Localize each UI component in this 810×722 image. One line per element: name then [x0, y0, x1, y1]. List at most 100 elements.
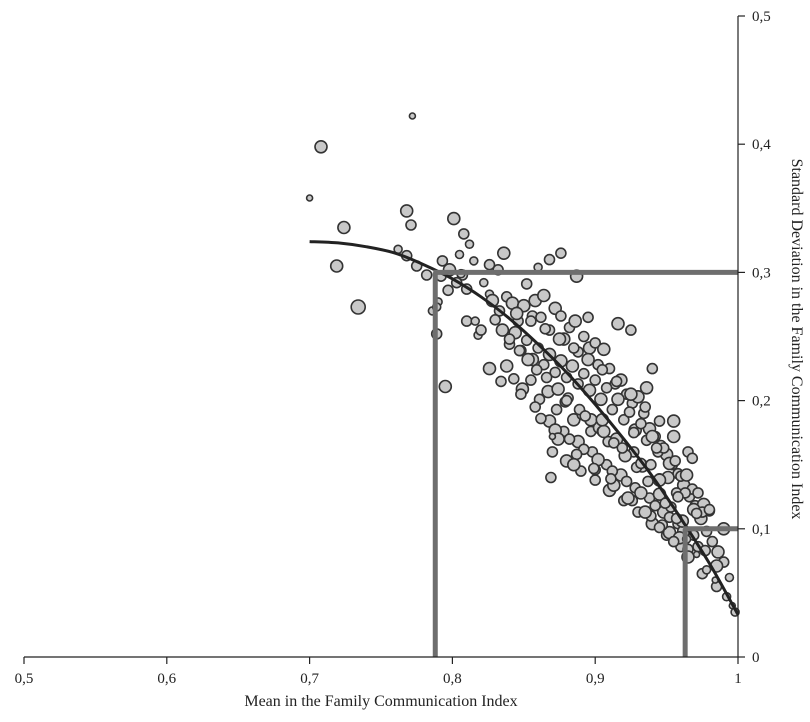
scatter-point [405, 219, 417, 231]
scatter-point [468, 256, 479, 266]
x-tick-label: 1 [734, 671, 742, 687]
scatter-point [560, 394, 573, 407]
scatter-point [446, 211, 461, 226]
scatter-point [620, 475, 633, 488]
scatter-point [408, 112, 417, 120]
scatter-point [638, 505, 653, 519]
scatter-point [596, 363, 609, 376]
scatter-point [577, 367, 590, 380]
scatter-point [529, 401, 542, 413]
y-tick-label: 0,4 [752, 137, 771, 153]
x-tick-label: 0,7 [300, 671, 319, 687]
fitted-curve [309, 240, 740, 616]
scatter-point [667, 535, 680, 548]
scatter-point [589, 474, 602, 486]
scatter-point [649, 499, 662, 512]
scatter-point [507, 372, 520, 385]
scatter-point [470, 316, 481, 326]
scatter-point [653, 521, 666, 534]
scatter-point [596, 424, 611, 439]
scatter-point [581, 352, 595, 367]
reference-lines [432, 269, 738, 657]
x-tick-label: 0,8 [443, 671, 462, 687]
scatter-point [690, 507, 703, 520]
scatter-point [669, 455, 682, 467]
scatter-point [305, 194, 314, 202]
y-tick-label: 0,1 [752, 522, 771, 538]
scatter-point [567, 342, 580, 354]
y-tick-label: 0,5 [752, 9, 771, 25]
scatter-point [539, 322, 552, 335]
scatter-point [610, 375, 623, 388]
scatter-point [627, 426, 640, 439]
scatter-point [545, 471, 557, 484]
scatter-point [666, 414, 681, 428]
scatter-point [525, 315, 537, 327]
scatter-point [635, 417, 647, 430]
scatter-point [701, 564, 712, 575]
scatter-point [475, 324, 487, 336]
scatter-point [399, 204, 414, 218]
scatter-point [496, 246, 511, 260]
scatter-point [499, 359, 514, 373]
scatter-point [535, 311, 547, 324]
x-ticks: 0,5 0,6 0,7 0,8 0,9 1 [15, 657, 742, 687]
scatter-point [666, 429, 681, 444]
scatter-point [594, 392, 608, 407]
scatter-point [482, 361, 497, 376]
scatter-point [478, 277, 489, 288]
scatter-point [625, 324, 637, 336]
scatter-point [337, 220, 351, 235]
scatter-point [645, 429, 660, 444]
axes [24, 16, 739, 658]
scatter-point [530, 363, 543, 376]
scatter-point [503, 333, 516, 345]
scatter-point [621, 491, 635, 505]
x-tick-label: 0,6 [157, 671, 176, 687]
scatter-point [624, 387, 638, 402]
scatter-point [329, 259, 344, 273]
scatter-point [679, 468, 694, 482]
scatter-point [549, 366, 562, 379]
scatter-point [520, 278, 533, 290]
scatter-point [692, 550, 701, 559]
scatter-point [521, 352, 535, 367]
x-tick-label: 0,9 [586, 671, 605, 687]
scatter-point [650, 442, 663, 454]
scatter-point [495, 323, 510, 337]
scatter-point [703, 503, 716, 516]
scatter-point [314, 140, 328, 154]
scatter-point [550, 403, 563, 416]
scatter-point [623, 406, 636, 418]
scatter-point [692, 487, 704, 499]
scatter-point [350, 299, 367, 315]
scatter-point [420, 269, 433, 281]
scatter-point [582, 311, 594, 324]
scatter-point [543, 253, 556, 266]
scatter-point [548, 432, 557, 441]
scatter-point [653, 415, 666, 427]
scatter-point [672, 490, 684, 503]
y-ticks: 0 0,1 0,2 0,3 0,4 0,5 [738, 9, 771, 666]
scatter-point [607, 437, 620, 449]
scatter-point [551, 382, 565, 396]
scatter-point [611, 316, 625, 331]
scatter-point [546, 446, 559, 458]
scatter-point [563, 433, 576, 445]
y-tick-label: 0,2 [752, 394, 771, 410]
scatter-point [634, 486, 648, 500]
scatter-point [566, 457, 581, 472]
scatter-point [646, 362, 659, 375]
scatter-point [616, 442, 629, 454]
scatter-point [711, 545, 725, 559]
scatter-point [515, 388, 527, 401]
scatter-point [642, 475, 654, 488]
scatter-points [305, 112, 740, 617]
scatter-point [483, 258, 496, 271]
scatter-point [513, 344, 526, 357]
scatter-point [589, 337, 602, 349]
scatter-point [706, 535, 719, 548]
y-tick-label: 0,3 [752, 265, 771, 281]
scatter-point [724, 572, 735, 583]
